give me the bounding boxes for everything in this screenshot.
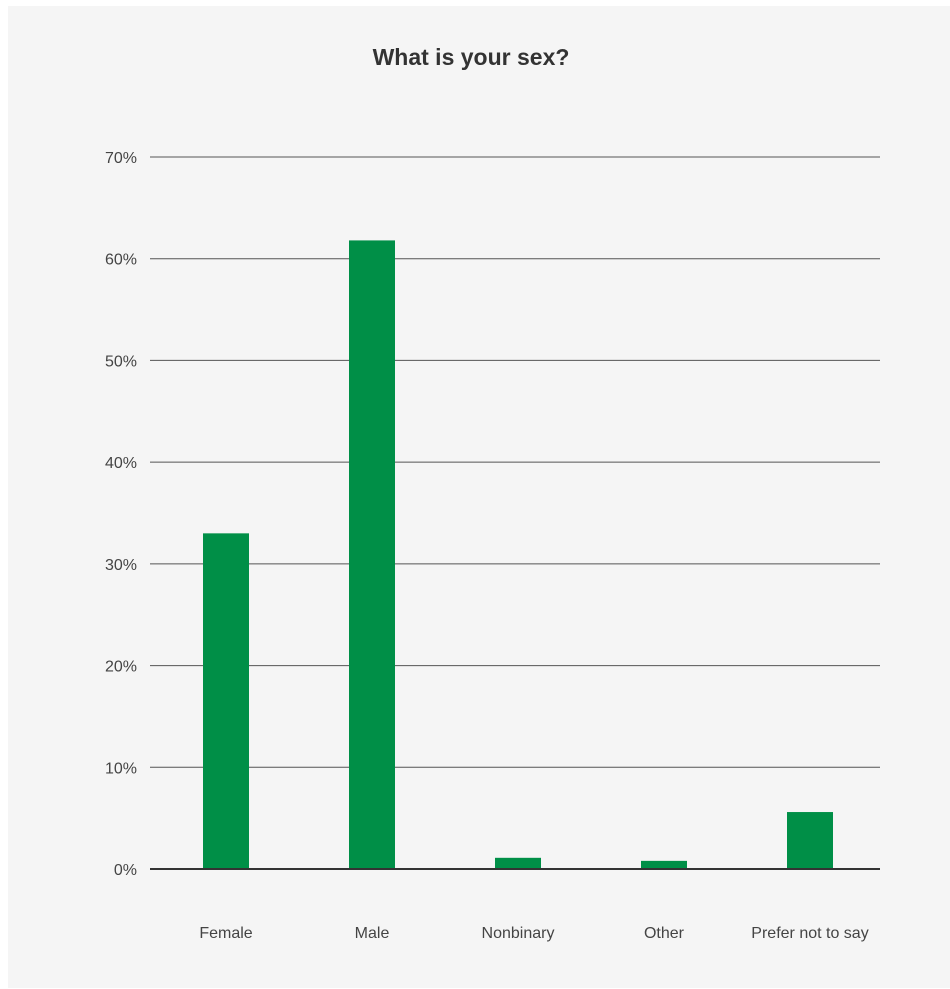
y-tick-label: 70% bbox=[105, 150, 137, 167]
y-tick-label: 0% bbox=[114, 862, 137, 879]
y-tick-label: 30% bbox=[105, 557, 137, 574]
bar-female bbox=[203, 533, 249, 869]
y-axis-ticks: 0% 10% 20% 30% 40% 50% 60% 70% bbox=[105, 150, 137, 879]
bars bbox=[203, 240, 833, 870]
x-category-label: Nonbinary bbox=[482, 925, 555, 942]
y-tick-label: 50% bbox=[105, 353, 137, 370]
x-category-label: Female bbox=[199, 925, 252, 942]
chart-title: What is your sex? bbox=[372, 44, 570, 70]
y-tick-label: 40% bbox=[105, 455, 137, 472]
x-category-label: Prefer not to say bbox=[751, 925, 868, 942]
x-axis-categories: Female Male Nonbinary Other Prefer not to sa… bbox=[199, 925, 868, 942]
gridlines bbox=[150, 156, 880, 768]
x-category-label: Other bbox=[644, 925, 685, 942]
x-category-label: Male bbox=[355, 925, 390, 942]
bar-other bbox=[641, 860, 687, 869]
bar-nonbinary bbox=[495, 857, 541, 869]
bar-male bbox=[349, 240, 395, 870]
y-tick-label: 10% bbox=[105, 760, 137, 777]
bar-prefer-not-to-say bbox=[787, 812, 833, 869]
y-tick-label: 20% bbox=[105, 659, 137, 676]
y-tick-label: 60% bbox=[105, 252, 137, 269]
